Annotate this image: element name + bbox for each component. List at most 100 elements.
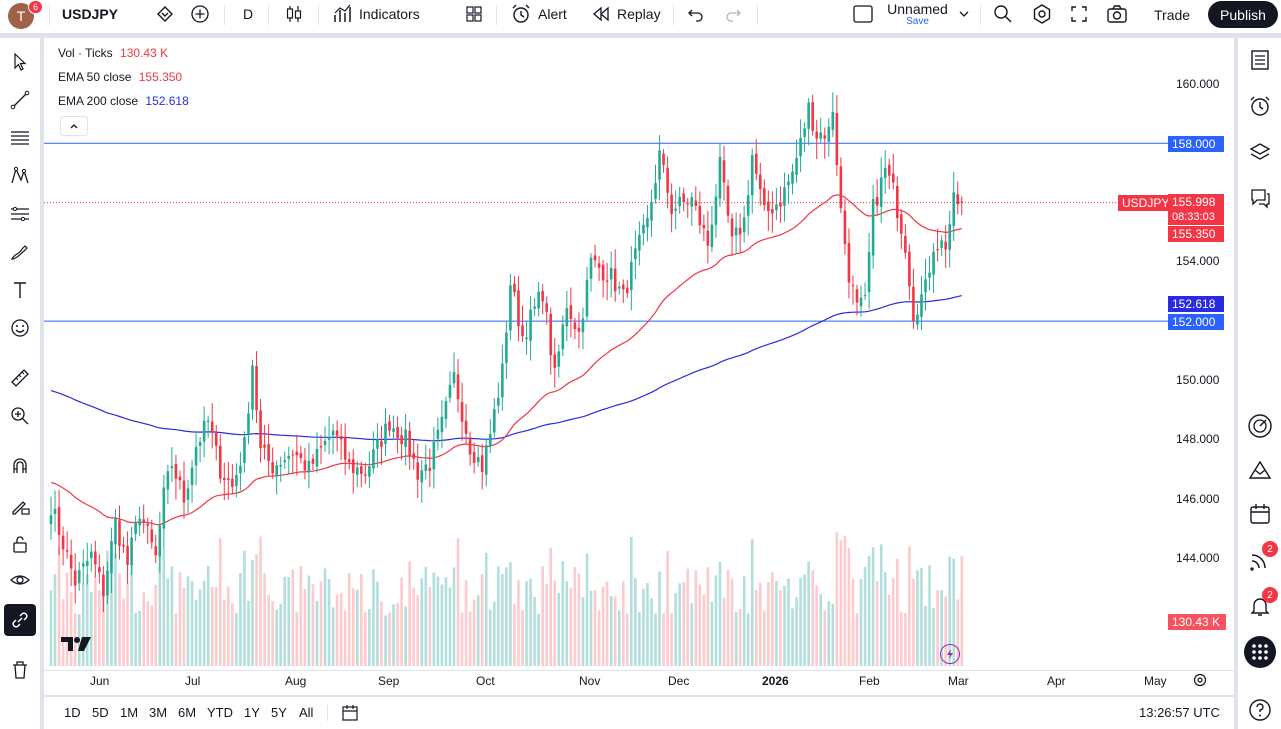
tradingview-logo[interactable] xyxy=(60,636,92,657)
eye-icon[interactable] xyxy=(4,564,36,596)
technicals-gauge-icon[interactable] xyxy=(1244,410,1276,442)
range-5d[interactable]: 5D xyxy=(92,705,109,720)
volume-bar xyxy=(206,565,210,666)
redo-icon[interactable] xyxy=(723,0,743,28)
zoom-in-icon[interactable] xyxy=(4,400,36,432)
templates-grid-icon[interactable] xyxy=(464,0,484,28)
watchlist-icon[interactable] xyxy=(1244,44,1276,76)
alert-button[interactable]: Alert xyxy=(510,0,567,28)
candle-body xyxy=(875,196,879,206)
emoji-icon[interactable] xyxy=(4,312,36,344)
add-symbol-icon[interactable] xyxy=(190,0,210,28)
candle-body xyxy=(758,174,762,190)
fullscreen-icon[interactable] xyxy=(1069,0,1089,28)
candle-body xyxy=(634,248,637,260)
legend-ema200[interactable]: EMA 200 close 152.618 xyxy=(58,94,189,108)
volume-bar xyxy=(904,613,907,666)
volume-bar xyxy=(593,590,597,666)
candle xyxy=(146,517,150,544)
chart-pane[interactable]: Vol · Ticks 130.43 K EMA 50 close 155.35… xyxy=(44,38,1234,695)
drawing-toolbar xyxy=(0,38,40,729)
pattern-icon[interactable] xyxy=(4,160,36,192)
text-icon[interactable] xyxy=(4,274,36,306)
candle xyxy=(122,536,125,553)
settings-gear-icon[interactable] xyxy=(1031,0,1053,28)
lock-pencil-icon[interactable] xyxy=(4,490,36,522)
ideas-mountain-icon[interactable] xyxy=(1244,454,1276,486)
candle-body xyxy=(509,285,512,331)
candle xyxy=(513,276,516,297)
prediction-measure-icon[interactable] xyxy=(4,198,36,230)
candle xyxy=(114,509,117,559)
volume-bar xyxy=(549,547,553,666)
candle xyxy=(702,214,706,242)
range-ytd[interactable]: YTD xyxy=(207,705,233,720)
candle xyxy=(73,553,77,604)
interval-button[interactable]: D xyxy=(243,0,253,28)
quick-search-icon[interactable] xyxy=(992,0,1014,28)
candle xyxy=(573,317,577,340)
trade-button[interactable]: Trade xyxy=(1142,1,1202,29)
layout-name-button[interactable]: Unnamed Save xyxy=(880,2,955,28)
range-all[interactable]: All xyxy=(299,705,314,720)
candle-body xyxy=(271,462,274,474)
undo-icon[interactable] xyxy=(686,0,706,28)
candle xyxy=(557,344,561,378)
range-1y[interactable]: 1Y xyxy=(244,705,260,720)
layout-checkbox-icon[interactable] xyxy=(852,0,874,28)
divider xyxy=(757,5,758,25)
candle xyxy=(77,561,81,591)
legend-collapse-button[interactable] xyxy=(60,116,88,136)
symbol-search-button[interactable]: USDJPY xyxy=(62,0,118,28)
horizontal-lines-icon[interactable] xyxy=(4,122,36,154)
brush-icon[interactable] xyxy=(4,236,36,268)
range-1m[interactable]: 1M xyxy=(120,705,139,720)
chevron-down-icon[interactable] xyxy=(957,0,971,28)
range-5y[interactable]: 5Y xyxy=(271,705,287,720)
help-icon[interactable] xyxy=(1244,694,1276,726)
apps-grid-icon[interactable] xyxy=(1244,636,1276,668)
goto-date-icon[interactable] xyxy=(340,703,360,728)
trend-line-icon[interactable] xyxy=(4,84,36,116)
volume-bar xyxy=(775,580,778,666)
range-1d[interactable]: 1D xyxy=(64,705,81,720)
volume-bar xyxy=(69,591,73,666)
volume-bar xyxy=(581,597,585,666)
trash-icon[interactable] xyxy=(4,654,36,686)
magnet-icon[interactable] xyxy=(4,450,36,482)
news-feed-icon[interactable] xyxy=(1244,544,1276,576)
sync-link-icon[interactable] xyxy=(4,604,36,636)
ruler-icon[interactable] xyxy=(4,362,36,394)
cursor-icon[interactable] xyxy=(4,46,36,78)
chat-icon[interactable] xyxy=(1244,182,1276,214)
legend-ema50[interactable]: EMA 50 close 155.350 xyxy=(58,70,182,84)
lock-icon[interactable] xyxy=(4,528,36,560)
axis-settings-icon[interactable] xyxy=(1192,672,1208,693)
range-6m[interactable]: 6M xyxy=(178,705,197,720)
candle-body xyxy=(81,563,85,567)
top-toolbar: T 6 USDJPY D Indicators Alert Replay Unn… xyxy=(0,0,1281,34)
camera-icon[interactable] xyxy=(1106,0,1128,28)
level-158-tag[interactable]: 158.000 xyxy=(1168,136,1224,152)
legend-volume[interactable]: Vol · Ticks 130.43 K xyxy=(58,46,168,60)
range-3m[interactable]: 3M xyxy=(149,705,168,720)
level-152-tag[interactable]: 152.000 xyxy=(1168,314,1224,330)
volume-bar xyxy=(565,581,569,666)
replay-button[interactable]: Replay xyxy=(591,0,661,28)
lightning-icon[interactable] xyxy=(940,644,960,664)
utc-clock[interactable]: 13:26:57 UTC xyxy=(1139,705,1220,720)
candles-chart-type-icon[interactable] xyxy=(284,0,304,28)
volume-bar xyxy=(432,572,436,666)
compare-symbol-icon[interactable] xyxy=(155,0,175,28)
publish-button[interactable]: Publish xyxy=(1208,1,1278,28)
candle-body xyxy=(408,430,411,457)
indicators-button[interactable]: Indicators xyxy=(332,0,420,28)
candle xyxy=(771,191,774,233)
price-chart[interactable] xyxy=(44,38,1234,695)
calendar-icon[interactable] xyxy=(1244,498,1276,530)
layers-icon[interactable] xyxy=(1244,136,1276,168)
candle xyxy=(533,298,536,316)
candle xyxy=(738,213,742,254)
candle-body xyxy=(718,156,722,199)
alarm-icon[interactable] xyxy=(1244,90,1276,122)
